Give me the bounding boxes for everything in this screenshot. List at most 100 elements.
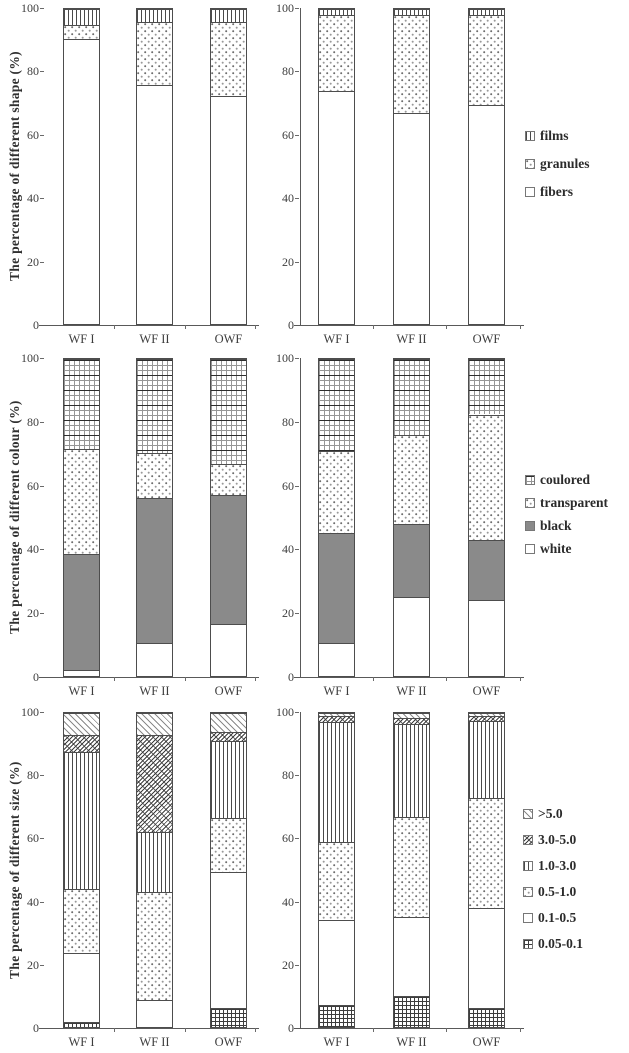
x-tick-mark: [446, 677, 448, 681]
bar-owf: [468, 712, 505, 1028]
bar-segment-black: [64, 553, 99, 670]
bar-segment-coulored: [64, 359, 99, 450]
bar-segment-0.1-0.5: [394, 917, 429, 996]
y-tick-mark: [40, 134, 44, 136]
y-tick-mark: [40, 485, 44, 487]
legend-label: >5.0: [538, 806, 563, 821]
legend-colour: coulored transparent black white: [525, 472, 608, 564]
legend-item-transparent: transparent: [525, 495, 608, 511]
y-tick-label: 0: [288, 670, 294, 684]
category-label: WF I: [323, 332, 350, 346]
y-tick-label: 20: [282, 606, 294, 621]
bar-segment-films: [137, 9, 172, 22]
bar-segment-transparent: [469, 414, 504, 540]
legend-item-0.05-0.1: 0.05-0.1: [523, 936, 583, 952]
bar-segment-0.1-0.5: [469, 907, 504, 1009]
bar-wf-i: [63, 8, 100, 325]
bar-segment-3.0-5.0: [211, 731, 246, 742]
y-tick-mark: [295, 613, 299, 615]
bar-segment-films: [469, 9, 504, 16]
bar-segment-transparent: [137, 452, 172, 499]
category-label: OWF: [472, 684, 501, 698]
x-tick-mark: [114, 1028, 116, 1032]
x-axis-line: [39, 325, 259, 326]
y-tick-label: 80: [282, 768, 294, 783]
bar-segment-0.1-0.5: [319, 920, 354, 1006]
x-tick-mark: [446, 1028, 448, 1032]
y-tick-label: 40: [282, 542, 294, 557]
y-axis-title-colour: The percentage of different colour (%): [7, 400, 22, 635]
x-tick-mark: [446, 325, 448, 329]
y-tick-label: 100: [276, 1, 294, 15]
bar-segment-0.5-1.0: [394, 816, 429, 918]
y-tick-label: 40: [27, 191, 39, 206]
bar-segment-3.0-5.0: [137, 735, 172, 833]
y-tick-mark: [295, 261, 299, 263]
bar-segment-films: [211, 9, 246, 22]
category-label: WF I: [68, 684, 95, 698]
legend-item--5.0: >5.0: [523, 806, 583, 822]
y-tick-label: 60: [282, 478, 294, 493]
x-tick-mark: [372, 325, 374, 329]
bar-segment-fibers: [319, 90, 354, 324]
bar-segment-0.5-1.0: [319, 841, 354, 921]
x-tick-mark: [372, 1028, 374, 1032]
bar-wf-i: [63, 358, 100, 677]
y-tick-label: 80: [27, 64, 39, 79]
y-tick-label: 20: [27, 606, 39, 621]
bar-segment-white: [394, 596, 429, 676]
bar-segment-1.0-3.0: [319, 722, 354, 842]
legend-swatch-vstripes: [525, 131, 535, 141]
y-tick-mark: [40, 421, 44, 423]
y-tick-mark: [295, 901, 299, 903]
y-tick-mark: [40, 198, 44, 200]
bar-segment-coulored: [137, 359, 172, 453]
y-tick-label: 20: [27, 254, 39, 269]
y-tick-label: 0: [288, 1021, 294, 1035]
bar-segment-fibers: [64, 38, 99, 324]
bar-segment-1.0-3.0: [137, 832, 172, 892]
y-tick-mark: [40, 71, 44, 73]
bar-segment-granules: [137, 21, 172, 85]
legend-item-coulored: coulored: [525, 472, 608, 488]
bar-segment-black: [211, 495, 246, 624]
bar-segment-white: [211, 623, 246, 676]
chart-shape-left: 0 20 40 60 80 100 WF I WF II OWF: [21, 1, 259, 346]
legend-swatch-plain: [523, 913, 533, 923]
bar-segment-3.0-5.0: [394, 717, 429, 724]
bar-segment-coulored: [394, 359, 429, 436]
chart-shape-right: 0 20 40 60 80 100 WF I WF II OWF: [276, 1, 524, 346]
legend-swatch-plain: [525, 544, 535, 554]
bar-segment-granules: [394, 15, 429, 113]
legend-swatch-diagx: [523, 835, 533, 845]
x-tick-mark: [114, 677, 116, 681]
bar-segment-transparent: [319, 450, 354, 534]
x-tick-mark: [520, 325, 521, 329]
bar-segment-coulored: [319, 359, 354, 451]
legend-swatch-gridsmall: [523, 939, 533, 949]
legend-swatch-vstripes: [523, 861, 533, 871]
bar-wf-ii: [136, 8, 173, 325]
bar-segment-white: [64, 669, 99, 676]
y-tick-label: 60: [282, 127, 294, 142]
y-tick-label: 100: [276, 705, 294, 719]
legend-label: films: [540, 128, 569, 143]
bar-segment-0.1-0.5: [211, 871, 246, 1009]
bar-segment-0.05-0.1: [319, 1005, 354, 1027]
bar-segment-0.1-0.5: [64, 953, 99, 1023]
bar-wf-i: [318, 358, 355, 677]
x-tick-mark: [520, 1028, 521, 1032]
bar-segment-granules: [469, 15, 504, 106]
bar-segment-black: [319, 533, 354, 643]
chart-size-right: 0 20 40 60 80 100 WF I WF II OWF: [276, 705, 524, 1049]
y-tick-label: 0: [33, 318, 39, 332]
bar-segment-black: [469, 539, 504, 600]
y-tick-label: 40: [282, 894, 294, 909]
bar-wf-ii: [136, 712, 173, 1028]
x-axis-line: [294, 1028, 524, 1029]
y-tick-label: 60: [282, 831, 294, 846]
legend-item-0.1-0.5: 0.1-0.5: [523, 910, 583, 926]
bar-owf: [468, 8, 505, 325]
bar-segment->5.0: [319, 713, 354, 717]
